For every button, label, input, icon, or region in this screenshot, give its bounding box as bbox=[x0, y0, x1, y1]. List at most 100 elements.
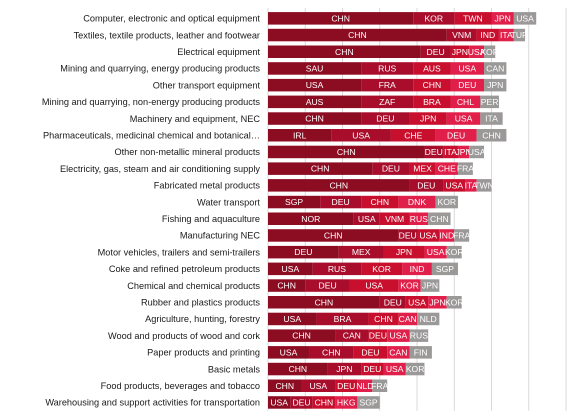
bar-segment bbox=[484, 45, 496, 58]
bar-segment bbox=[454, 229, 470, 242]
bar-segment bbox=[443, 145, 458, 159]
bar-segment bbox=[398, 229, 417, 242]
segment-label: CHE bbox=[438, 164, 456, 174]
segment-label: SGP bbox=[359, 397, 377, 407]
segment-label: CAN bbox=[389, 347, 407, 357]
segment-label: ITA bbox=[444, 147, 457, 157]
bar-segment bbox=[268, 212, 354, 225]
bar-segment bbox=[327, 362, 362, 376]
segment-label: CHN bbox=[335, 47, 354, 57]
category-label: Food products, beverages and tobacco bbox=[101, 381, 260, 391]
category-label: Computer, electronic and optical equipme… bbox=[83, 14, 260, 24]
segment-label: IND bbox=[480, 30, 495, 40]
segment-label: ITA bbox=[465, 180, 478, 190]
category-label: Motor vehicles, trailers and semi-traile… bbox=[98, 247, 261, 257]
bar-segment bbox=[465, 179, 477, 192]
bar-segment bbox=[413, 78, 451, 92]
segment-label: CHN bbox=[482, 130, 501, 140]
bar-segment bbox=[480, 112, 503, 125]
bar-segment bbox=[409, 346, 432, 359]
segment-label: HKG bbox=[337, 397, 356, 407]
segment-label: CHN bbox=[430, 214, 449, 224]
bar-segment bbox=[379, 212, 410, 225]
category-label: Other non-metallic mineral products bbox=[114, 147, 260, 157]
bar-segment bbox=[268, 362, 328, 376]
bar-segment bbox=[301, 379, 336, 392]
segment-label: USA bbox=[283, 314, 301, 324]
segment-label: KOR bbox=[424, 13, 443, 23]
segment-label: USA bbox=[427, 247, 445, 257]
segment-label: JPN bbox=[336, 364, 352, 374]
segment-label: USA bbox=[358, 214, 376, 224]
bar-segment bbox=[420, 279, 440, 292]
segment-label: RUS bbox=[410, 214, 428, 224]
bar-segment bbox=[428, 212, 451, 225]
bar-segment bbox=[383, 362, 406, 376]
segment-label: NOR bbox=[301, 214, 320, 224]
segment-label: VNM bbox=[452, 30, 471, 40]
segment-label: USA bbox=[282, 264, 300, 274]
bar-segment bbox=[353, 212, 380, 225]
segment-label: AUS bbox=[306, 97, 324, 107]
category-labels: Computer, electronic and optical equipme… bbox=[42, 14, 261, 408]
bar-segment bbox=[409, 329, 429, 342]
bar-segment bbox=[457, 162, 473, 175]
bar-segment bbox=[357, 396, 380, 409]
bar-segment bbox=[398, 195, 436, 209]
bar-segment bbox=[268, 95, 362, 109]
segment-label: CHN bbox=[315, 397, 334, 407]
segment-label: CHN bbox=[315, 297, 334, 307]
bar-segment bbox=[484, 78, 507, 92]
bar-segment bbox=[268, 396, 291, 409]
bar-segment bbox=[390, 129, 436, 142]
segment-label: SAU bbox=[306, 63, 324, 73]
bar-segment bbox=[469, 145, 485, 159]
segment-label: DEU bbox=[382, 164, 400, 174]
bar-segment bbox=[428, 296, 447, 309]
bar-segment bbox=[361, 78, 414, 92]
segment-label: PER bbox=[481, 97, 499, 107]
bar-segment bbox=[268, 78, 362, 92]
segment-label: CHN bbox=[311, 164, 330, 174]
segment-label: JPN bbox=[487, 80, 503, 90]
bar-segment bbox=[405, 296, 429, 309]
segment-label: JPN bbox=[422, 281, 438, 291]
bar-segment bbox=[268, 179, 410, 192]
category-label: Manufacturing NEC bbox=[180, 231, 261, 241]
bar-segment bbox=[435, 195, 458, 209]
segment-label: MEX bbox=[352, 247, 371, 257]
segment-label: DEU bbox=[363, 364, 381, 374]
category-label: Chemical and chemical products bbox=[127, 281, 260, 291]
segment-label: DEU bbox=[399, 230, 417, 240]
category-label: Coke and refined petroleum products bbox=[109, 264, 261, 274]
segment-label: VNM bbox=[385, 214, 404, 224]
bar-segment bbox=[331, 129, 391, 142]
bar-segment bbox=[357, 379, 373, 392]
segment-label: USA bbox=[352, 130, 370, 140]
bar-segment bbox=[316, 312, 369, 326]
segment-label: BRA bbox=[334, 314, 352, 324]
bar-segment bbox=[368, 312, 399, 326]
segment-label: KOR bbox=[445, 247, 464, 257]
bar-segment bbox=[439, 229, 455, 242]
bar-segment bbox=[387, 346, 410, 359]
bar-segment bbox=[312, 396, 336, 409]
bar-segment bbox=[349, 279, 399, 292]
bar-segment bbox=[413, 62, 451, 75]
bar-segment bbox=[361, 112, 410, 125]
segment-label: KOR bbox=[480, 47, 499, 57]
segment-label: DEU bbox=[376, 114, 394, 124]
category-label: Electrical equipment bbox=[177, 47, 260, 57]
segment-label: ITA bbox=[485, 114, 498, 124]
segment-label: DEU bbox=[361, 347, 379, 357]
segment-label: USA bbox=[390, 331, 408, 341]
bar-segment bbox=[435, 129, 477, 142]
segment-label: JPN bbox=[396, 247, 412, 257]
segment-label: DNK bbox=[408, 197, 426, 207]
bar-segment bbox=[413, 12, 455, 25]
category-label: Rubber and plastics products bbox=[141, 297, 260, 307]
bar-segment bbox=[268, 262, 313, 276]
bar-segment bbox=[308, 346, 354, 359]
segment-label: JPN bbox=[429, 297, 445, 307]
